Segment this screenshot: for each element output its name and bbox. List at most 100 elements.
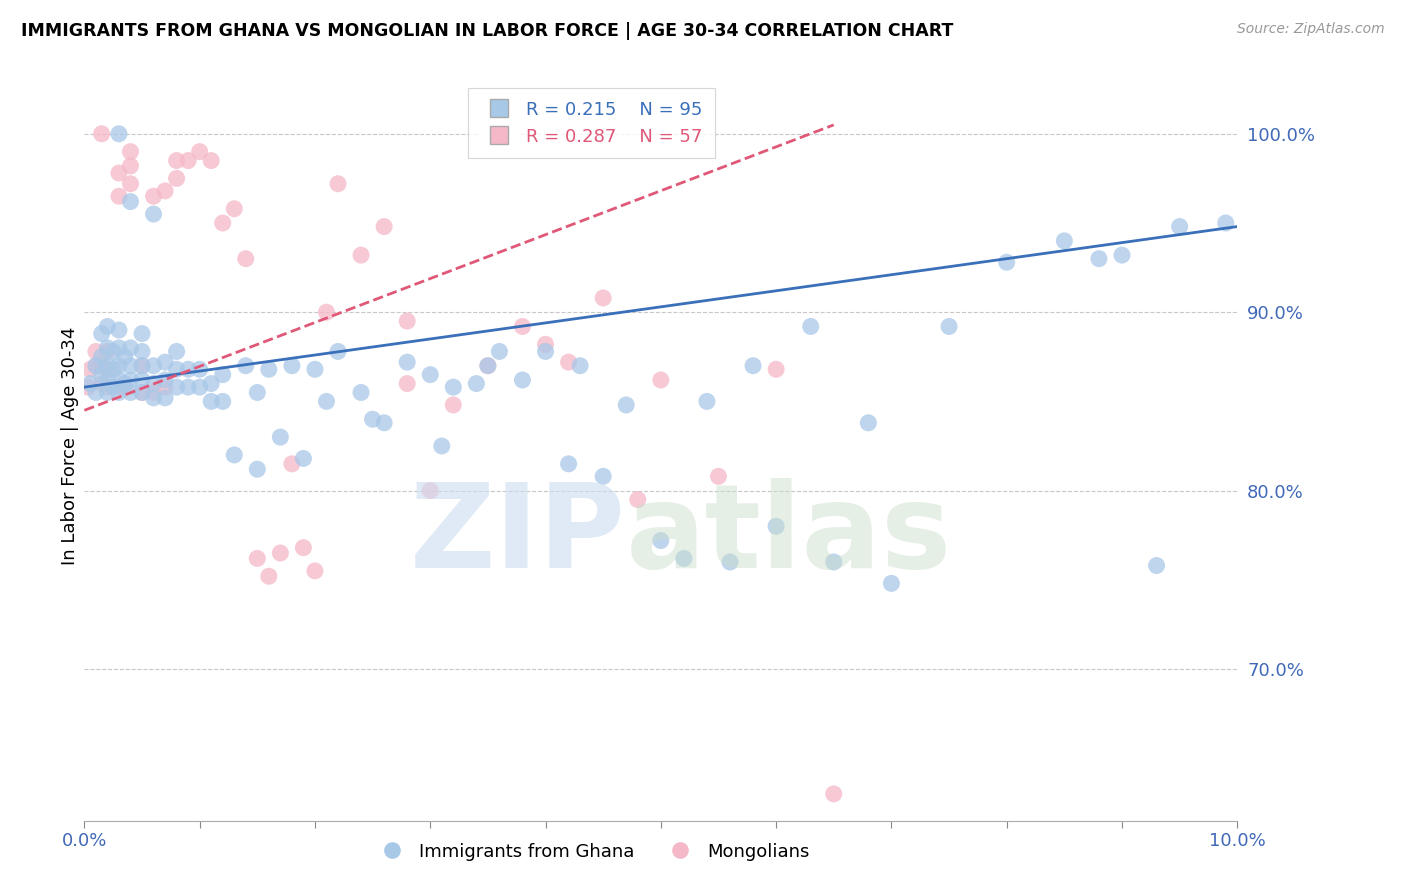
Text: atlas: atlas xyxy=(626,478,952,593)
Point xyxy=(114,380,136,394)
Point xyxy=(441,380,464,394)
Point xyxy=(114,350,136,364)
Point xyxy=(131,373,153,387)
Text: Source: ZipAtlas.com: Source: ZipAtlas.com xyxy=(1237,22,1385,37)
Point xyxy=(166,362,188,376)
Point xyxy=(465,376,488,391)
Y-axis label: In Labor Force | Age 30-34: In Labor Force | Age 30-34 xyxy=(62,326,80,566)
Point xyxy=(235,359,257,373)
Point xyxy=(108,380,131,394)
Point xyxy=(1088,252,1111,266)
Point xyxy=(142,376,165,391)
Point xyxy=(592,469,614,483)
Point xyxy=(224,448,246,462)
Point xyxy=(142,189,165,203)
Point xyxy=(108,341,131,355)
Point xyxy=(672,551,695,566)
Point xyxy=(120,385,142,400)
Point xyxy=(76,380,98,394)
Point xyxy=(90,127,112,141)
Point xyxy=(90,368,112,382)
Point xyxy=(90,376,112,391)
Point xyxy=(108,189,131,203)
Point xyxy=(96,359,118,373)
Point xyxy=(569,359,592,373)
Point xyxy=(650,373,672,387)
Point xyxy=(534,344,557,359)
Point xyxy=(177,362,200,376)
Point xyxy=(361,412,384,426)
Point xyxy=(96,362,118,376)
Point xyxy=(557,457,579,471)
Point xyxy=(1215,216,1237,230)
Point xyxy=(742,359,765,373)
Point xyxy=(765,362,787,376)
Point xyxy=(557,355,579,369)
Point xyxy=(103,380,124,394)
Point xyxy=(120,177,142,191)
Point xyxy=(90,326,112,341)
Point xyxy=(304,564,326,578)
Point xyxy=(166,153,188,168)
Point xyxy=(512,319,534,334)
Point xyxy=(108,359,131,373)
Point xyxy=(153,355,176,369)
Point xyxy=(800,319,823,334)
Point xyxy=(120,159,142,173)
Point xyxy=(200,394,222,409)
Point xyxy=(269,430,291,444)
Point xyxy=(84,385,107,400)
Point xyxy=(96,319,118,334)
Point xyxy=(257,569,280,583)
Point xyxy=(96,373,118,387)
Point xyxy=(257,362,280,376)
Point xyxy=(292,451,315,466)
Point xyxy=(177,153,200,168)
Point xyxy=(281,359,304,373)
Point xyxy=(153,184,176,198)
Point xyxy=(246,551,269,566)
Point xyxy=(246,385,269,400)
Point xyxy=(281,457,304,471)
Point xyxy=(396,376,419,391)
Point xyxy=(696,394,718,409)
Point xyxy=(211,216,233,230)
Point xyxy=(108,127,131,141)
Point xyxy=(315,305,337,319)
Point xyxy=(96,380,118,394)
Point xyxy=(120,359,142,373)
Point xyxy=(188,362,211,376)
Point xyxy=(188,145,211,159)
Point xyxy=(512,373,534,387)
Point xyxy=(373,219,395,234)
Point xyxy=(200,153,222,168)
Point xyxy=(534,337,557,351)
Point xyxy=(120,145,142,159)
Point xyxy=(142,391,165,405)
Point xyxy=(707,469,730,483)
Point xyxy=(1146,558,1168,573)
Point xyxy=(108,323,131,337)
Point xyxy=(350,248,373,262)
Point xyxy=(108,373,131,387)
Point xyxy=(880,576,903,591)
Point xyxy=(419,368,441,382)
Point xyxy=(131,326,153,341)
Point xyxy=(1168,219,1191,234)
Point xyxy=(938,319,960,334)
Text: ZIP: ZIP xyxy=(411,478,626,593)
Point xyxy=(350,385,373,400)
Point xyxy=(441,398,464,412)
Point xyxy=(114,376,136,391)
Point xyxy=(120,341,142,355)
Point xyxy=(103,344,124,359)
Point xyxy=(765,519,787,533)
Point xyxy=(477,359,499,373)
Point xyxy=(166,171,188,186)
Point xyxy=(166,344,188,359)
Point xyxy=(120,194,142,209)
Point xyxy=(90,350,112,364)
Point xyxy=(269,546,291,560)
Point xyxy=(84,344,107,359)
Point xyxy=(627,492,650,507)
